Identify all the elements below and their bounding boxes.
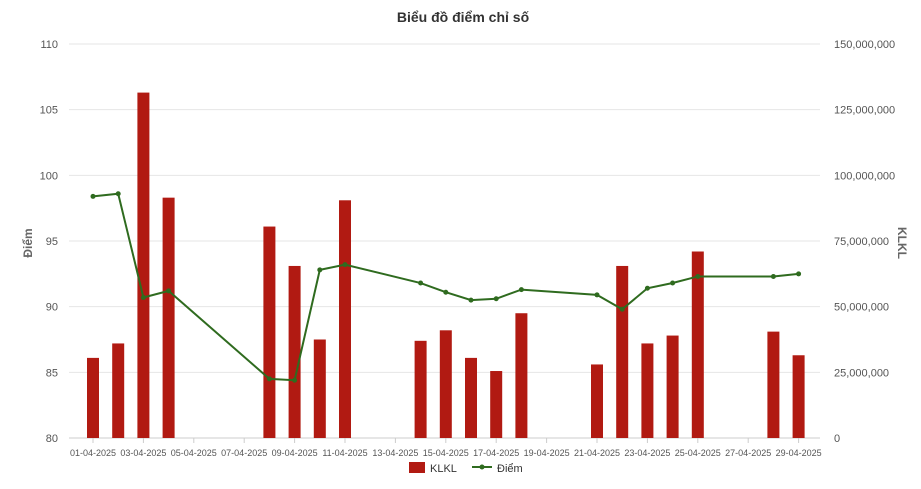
index-point xyxy=(644,285,650,291)
index-point xyxy=(443,289,449,295)
x-tick-label: 09-04-2025 xyxy=(272,448,318,458)
volume-bar xyxy=(162,197,175,438)
index-point xyxy=(140,294,146,300)
index-point xyxy=(292,377,298,383)
index-point xyxy=(594,292,600,298)
volume-bar xyxy=(313,339,326,438)
volume-bar xyxy=(263,226,276,438)
volume-bar xyxy=(767,331,780,438)
index-point xyxy=(90,193,96,199)
x-tick-label: 19-04-2025 xyxy=(524,448,570,458)
left-tick-label: 80 xyxy=(46,433,58,445)
x-tick-label: 01-04-2025 xyxy=(70,448,116,458)
volume-bar xyxy=(439,330,452,438)
volume-bar xyxy=(339,200,351,438)
volume-bars xyxy=(87,92,805,439)
x-tick-label: 27-04-2025 xyxy=(725,448,771,458)
index-point xyxy=(796,271,802,277)
index-point xyxy=(518,287,524,293)
legend: KLKL Điểm xyxy=(409,462,523,475)
index-point xyxy=(770,273,776,279)
x-tick-label: 21-04-2025 xyxy=(574,448,620,458)
left-tick-label: 95 xyxy=(46,236,58,248)
left-tick-label: 105 xyxy=(40,105,58,117)
legend-diem-label: Điểm xyxy=(497,463,523,475)
volume-bar xyxy=(465,357,477,438)
left-tick-label: 90 xyxy=(46,302,58,314)
left-axis-label: Điểm xyxy=(21,228,35,257)
index-point xyxy=(695,273,701,279)
legend-item-diem[interactable]: Điểm xyxy=(472,463,523,475)
volume-bar xyxy=(414,340,427,438)
right-tick-label: 150,000,000 xyxy=(834,39,895,51)
volume-bar xyxy=(515,313,528,438)
index-line-path xyxy=(92,192,799,382)
legend-klkl-label: KLKL xyxy=(430,463,457,475)
left-tick-label: 85 xyxy=(46,367,58,379)
volume-bar xyxy=(137,92,150,439)
chart-title: Biểu đồ điểm chỉ số xyxy=(397,9,530,25)
volume-bar xyxy=(616,265,629,438)
volume-bar xyxy=(666,335,679,438)
legend-item-klkl[interactable]: KLKL xyxy=(409,462,457,475)
grid-lines xyxy=(69,43,820,439)
volume-bar xyxy=(112,343,125,438)
index-point xyxy=(670,280,676,286)
index-point xyxy=(342,262,348,268)
volume-bar xyxy=(641,343,654,438)
volume-bar xyxy=(87,357,99,438)
right-tick-label: 25,000,000 xyxy=(834,367,889,379)
right-tick-label: 75,000,000 xyxy=(834,236,889,248)
x-tick-label: 11-04-2025 xyxy=(322,448,367,458)
index-point xyxy=(493,296,499,302)
left-tick-label: 100 xyxy=(40,170,58,182)
right-axis-label: KLKL xyxy=(895,227,909,259)
index-point xyxy=(468,297,474,303)
x-tick-label: 23-04-2025 xyxy=(624,448,670,458)
right-tick-label: 100,000,000 xyxy=(834,170,895,182)
volume-bar xyxy=(792,355,805,438)
index-point xyxy=(317,267,323,273)
index-point xyxy=(418,280,424,286)
legend-klkl-swatch xyxy=(409,462,425,473)
x-tick-label: 25-04-2025 xyxy=(675,448,721,458)
axes: 80 0 85 25,000,000 90 50,000,000 95 75,000,000 1… xyxy=(40,39,896,458)
x-tick-label: 29-04-2025 xyxy=(776,448,822,458)
index-point xyxy=(619,306,625,312)
index-line xyxy=(90,191,802,383)
legend-diem-marker xyxy=(479,464,485,470)
x-tick-label: 15-04-2025 xyxy=(423,448,469,458)
index-point xyxy=(266,376,272,382)
volume-bar xyxy=(490,371,503,438)
left-tick-label: 110 xyxy=(40,39,58,51)
index-point xyxy=(166,288,172,294)
x-tick-label: 03-04-2025 xyxy=(120,448,166,458)
x-tick-label: 17-04-2025 xyxy=(473,448,519,458)
volume-bar xyxy=(691,251,704,438)
x-tick-label: 07-04-2025 xyxy=(221,448,267,458)
x-tick-label: 13-04-2025 xyxy=(372,448,418,458)
x-tick-label: 05-04-2025 xyxy=(171,448,217,458)
index-point xyxy=(115,191,121,197)
volume-bar xyxy=(591,364,603,438)
right-tick-label: 0 xyxy=(834,433,840,445)
right-tick-label: 125,000,000 xyxy=(834,105,895,117)
volume-bar xyxy=(288,265,301,438)
right-tick-label: 50,000,000 xyxy=(834,302,889,314)
